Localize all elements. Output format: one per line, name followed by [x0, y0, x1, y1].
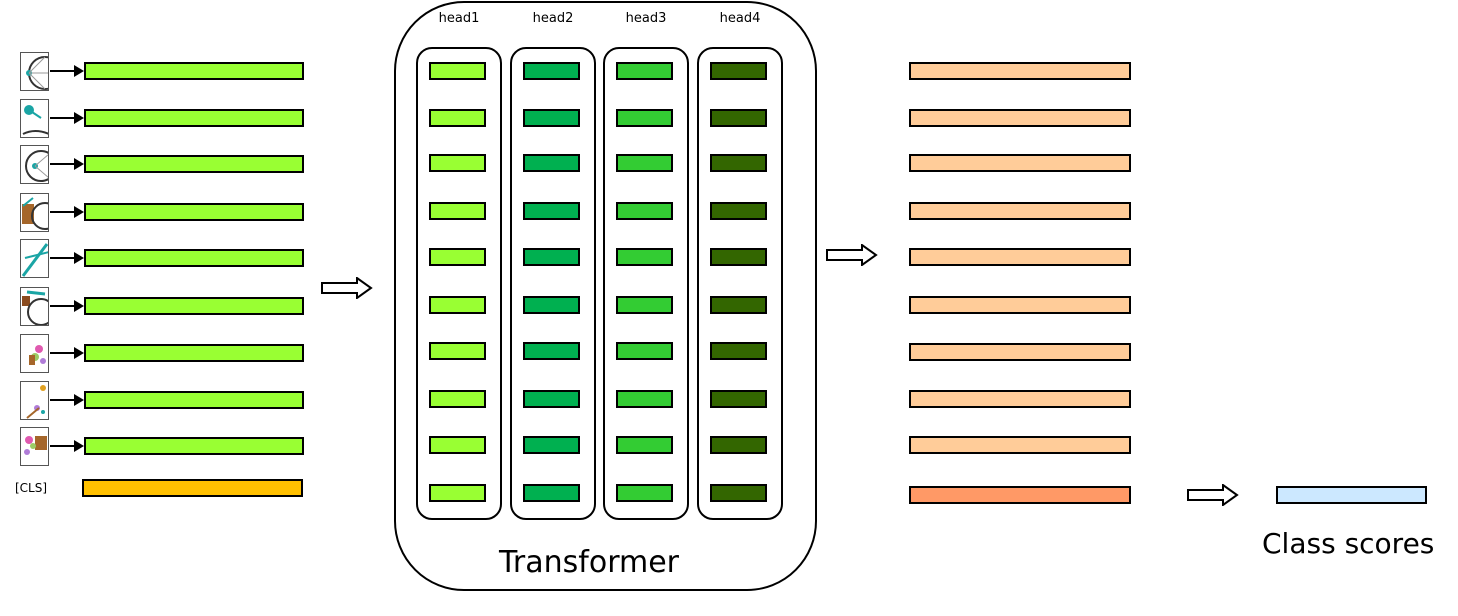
patch-arrow — [50, 211, 76, 213]
output-token — [909, 62, 1131, 80]
patch-embedding — [84, 391, 304, 409]
image-patch — [20, 287, 49, 326]
patch-embedding — [84, 155, 304, 173]
head-token-bar — [616, 62, 673, 80]
head-token-bar — [616, 248, 673, 266]
head-token-bar — [710, 62, 767, 80]
patch-embedding — [84, 249, 304, 267]
head-token-bar — [616, 154, 673, 172]
image-patch — [20, 99, 49, 138]
head-label-4: head4 — [719, 11, 761, 26]
hollow-arrow-icon — [826, 244, 878, 266]
head-token-bar — [523, 202, 580, 220]
head-token-bar — [616, 296, 673, 314]
head-token-bar — [616, 202, 673, 220]
head-token-bar — [429, 154, 486, 172]
output-token — [909, 390, 1131, 408]
head-token-bar — [616, 436, 673, 454]
output-token — [909, 343, 1131, 361]
head-label-2: head2 — [532, 11, 574, 26]
hollow-arrow-icon — [1187, 484, 1239, 506]
arrow-head-icon — [74, 206, 84, 218]
head-token-bar — [523, 296, 580, 314]
arrow-head-icon — [74, 158, 84, 170]
arrow-head-icon — [74, 440, 84, 452]
patch-embedding — [84, 297, 304, 315]
patch-arrow — [50, 117, 76, 119]
head-token-bar — [710, 248, 767, 266]
head-token-bar — [710, 154, 767, 172]
output-token — [909, 296, 1131, 314]
arrow-head-icon — [74, 65, 84, 77]
patch-arrow — [50, 257, 76, 259]
patch-arrow — [50, 70, 76, 72]
output-token — [909, 202, 1131, 220]
arrow-head-icon — [74, 252, 84, 264]
arrow-head-icon — [74, 112, 84, 124]
head-token-bar — [710, 342, 767, 360]
patch-embedding — [84, 203, 304, 221]
image-patch — [20, 52, 49, 91]
head-token-bar — [429, 62, 486, 80]
image-patch — [20, 239, 49, 278]
head-token-bar — [523, 390, 580, 408]
image-patch — [20, 381, 49, 420]
head-token-bar — [429, 484, 486, 502]
patch-arrow — [50, 305, 76, 307]
output-token — [909, 248, 1131, 266]
head-token-bar — [523, 109, 580, 127]
head-token-bar — [710, 484, 767, 502]
head-token-bar — [523, 342, 580, 360]
head-token-bar — [616, 484, 673, 502]
head-token-bar — [710, 436, 767, 454]
transformer-label: Transformer — [499, 545, 680, 580]
head-token-bar — [523, 484, 580, 502]
head-token-bar — [710, 296, 767, 314]
head-token-bar — [429, 436, 486, 454]
head-token-bar — [429, 248, 486, 266]
head-token-bar — [523, 62, 580, 80]
output-token — [909, 154, 1131, 172]
image-patch — [20, 334, 49, 373]
class-scores-label: Class scores — [1262, 527, 1435, 560]
head-token-bar — [429, 342, 486, 360]
arrow-head-icon — [74, 394, 84, 406]
head-token-bar — [710, 390, 767, 408]
patch-arrow — [50, 163, 76, 165]
output-token — [909, 109, 1131, 127]
head-token-bar — [616, 109, 673, 127]
class-scores-bar — [1276, 486, 1427, 504]
cls-token-label: [CLS] — [15, 481, 48, 495]
image-patch — [20, 427, 49, 466]
head-token-bar — [710, 202, 767, 220]
head-token-bar — [429, 390, 486, 408]
head-label-3: head3 — [625, 11, 667, 26]
arrow-head-icon — [74, 300, 84, 312]
image-patch — [20, 193, 49, 232]
output-token — [909, 436, 1131, 454]
patch-arrow — [50, 445, 76, 447]
head-token-bar — [616, 342, 673, 360]
hollow-arrow-icon — [321, 277, 373, 299]
patch-embedding — [84, 62, 304, 80]
head-label-1: head1 — [438, 11, 480, 26]
patch-embedding — [84, 344, 304, 362]
cls-output-token — [909, 486, 1131, 504]
head-token-bar — [523, 436, 580, 454]
head-token-bar — [710, 109, 767, 127]
head-token-bar — [429, 202, 486, 220]
patch-arrow — [50, 399, 76, 401]
head-token-bar — [429, 296, 486, 314]
head-token-bar — [523, 154, 580, 172]
head-token-bar — [523, 248, 580, 266]
patch-embedding — [84, 109, 304, 127]
arrow-head-icon — [74, 347, 84, 359]
head-token-bar — [429, 109, 486, 127]
patch-arrow — [50, 352, 76, 354]
head-token-bar — [616, 390, 673, 408]
cls-token-embedding — [82, 479, 303, 497]
image-patch — [20, 145, 49, 184]
patch-embedding — [84, 437, 304, 455]
